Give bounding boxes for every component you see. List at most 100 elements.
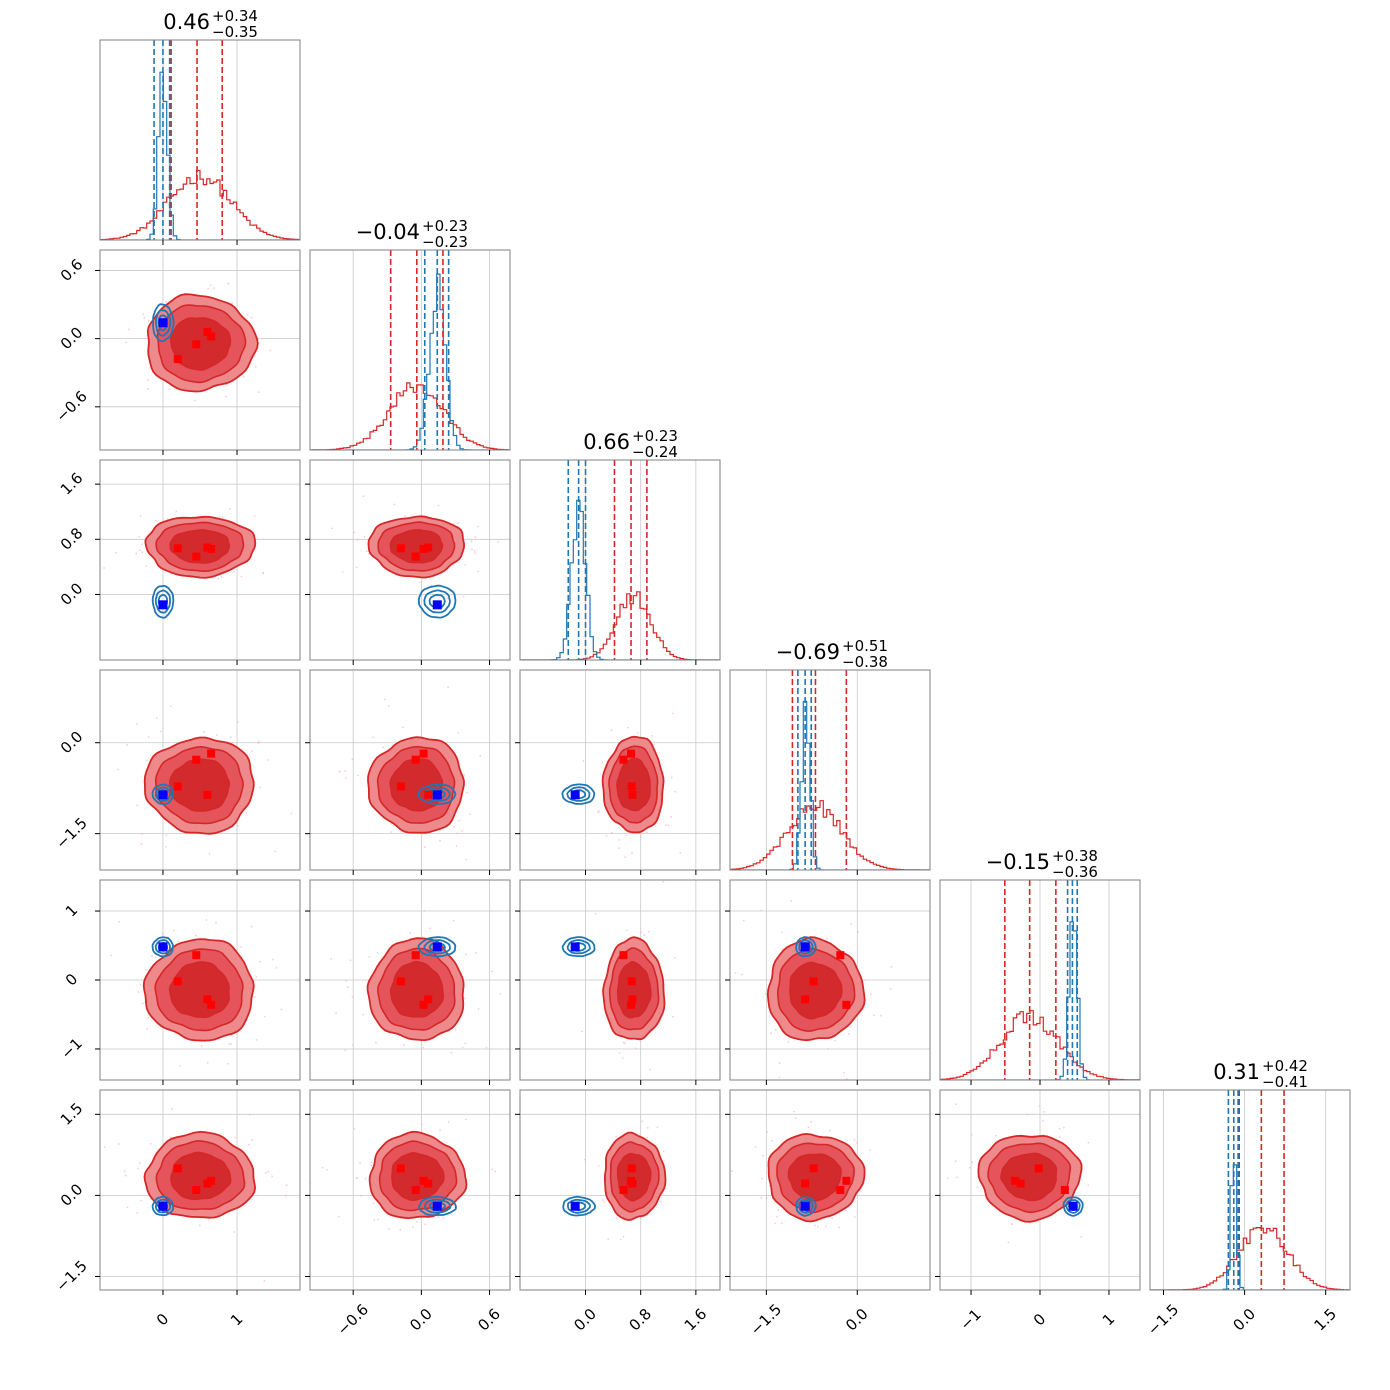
y-tick-label: 0.0 — [57, 323, 87, 353]
sample-point — [429, 578, 432, 580]
sample-point — [225, 395, 228, 398]
sample-point — [491, 1168, 494, 1171]
red-marker — [836, 951, 845, 960]
sample-point — [646, 1127, 649, 1129]
sample-point — [351, 996, 354, 998]
title-minus: −0.38 — [842, 653, 888, 671]
sample-point — [665, 824, 667, 826]
y-tick-label: 0 — [62, 970, 81, 989]
panel-frame — [1149, 1089, 1351, 1291]
sample-point — [388, 1227, 390, 1230]
sample-point — [248, 1143, 250, 1146]
sample-point — [889, 987, 892, 990]
red-contour-inner — [789, 961, 843, 1020]
sample-point — [847, 1033, 850, 1035]
contour-panel-5-4 — [939, 1089, 1141, 1291]
sample-point — [376, 952, 379, 954]
sample-point — [1080, 1236, 1082, 1238]
sample-point — [850, 923, 853, 925]
red-marker — [173, 355, 182, 364]
sample-point — [151, 955, 153, 957]
sample-point — [254, 365, 257, 368]
blue-marker — [432, 942, 442, 952]
panel-content — [730, 1090, 930, 1290]
sample-point — [601, 1199, 604, 1201]
sample-point — [463, 774, 466, 776]
panel-content — [100, 670, 300, 870]
red-marker — [424, 790, 433, 799]
sample-point — [373, 1218, 376, 1221]
sample-point — [240, 945, 242, 948]
x-tick-label: 1 — [227, 1310, 246, 1329]
sample-point — [597, 811, 599, 814]
red-marker — [627, 1176, 636, 1185]
sample-point — [103, 1146, 106, 1148]
blue-marker — [570, 942, 580, 952]
y-tick-label: 0.0 — [57, 728, 87, 758]
title-plus: +0.51 — [842, 637, 888, 655]
x-tick-label: 0.0 — [570, 1305, 600, 1335]
sample-point — [455, 845, 458, 847]
sample-point — [139, 514, 142, 517]
blue-contour-mid — [566, 939, 591, 955]
sample-point — [370, 1164, 372, 1167]
sample-point — [615, 1217, 618, 1219]
sample-point — [1063, 1126, 1065, 1129]
blue-contour-mid — [154, 589, 171, 614]
sample-point — [145, 969, 147, 971]
sample-point — [1058, 1136, 1061, 1138]
sample-point — [643, 934, 646, 936]
sample-point — [234, 1136, 237, 1139]
panel-frame — [309, 1089, 511, 1291]
panel-content — [100, 880, 318, 1080]
y-tick-label: 1 — [62, 901, 81, 920]
sample-point — [624, 856, 627, 859]
sample-point — [345, 777, 348, 779]
sample-point — [778, 1076, 781, 1079]
sample-point — [169, 705, 172, 707]
panel-frame — [729, 669, 931, 871]
red-contour-inner — [169, 317, 232, 371]
sample-point — [42, 358, 44, 360]
sample-point — [1043, 1111, 1045, 1113]
red-marker — [207, 1000, 216, 1009]
sample-point — [141, 1002, 144, 1005]
blue-marker — [158, 942, 168, 952]
sample-point — [610, 729, 613, 732]
sample-point — [316, 984, 318, 986]
sample-point — [497, 541, 500, 543]
sample-point — [660, 1200, 663, 1203]
sample-point — [124, 1174, 127, 1177]
sample-point — [619, 1238, 622, 1241]
panel-title: 0.46 +0.34−0.35 — [163, 7, 258, 41]
blue-contour-mid — [423, 589, 451, 614]
blue-contour-outer — [151, 936, 175, 958]
contour-panel-3-0 — [99, 669, 301, 871]
sample-point — [639, 1040, 642, 1043]
sample-point — [346, 986, 349, 988]
sample-point — [857, 931, 859, 933]
sample-point — [257, 391, 260, 394]
contour-panel-4-0 — [99, 879, 318, 1081]
sample-point — [956, 1176, 959, 1179]
sample-point — [816, 1225, 819, 1228]
sample-point — [825, 1225, 827, 1228]
title-value: 0.46 — [163, 10, 210, 34]
x-tick-label: −0.6 — [334, 1300, 372, 1338]
sample-point — [640, 931, 642, 934]
title-plus: +0.42 — [1262, 1057, 1308, 1075]
sample-point — [280, 1008, 283, 1011]
red-marker — [842, 1000, 851, 1009]
sample-point — [662, 1150, 665, 1153]
red-marker — [419, 749, 428, 758]
red-marker — [396, 544, 405, 553]
blue-contour-outer — [795, 936, 817, 958]
red-contour-inner — [617, 960, 652, 1019]
blue-histogram — [730, 700, 930, 870]
sample-point — [171, 1108, 174, 1111]
blue-contour-outer — [417, 783, 457, 805]
sample-point — [838, 1226, 841, 1229]
sample-point — [597, 1164, 600, 1167]
red-marker — [619, 1186, 628, 1194]
